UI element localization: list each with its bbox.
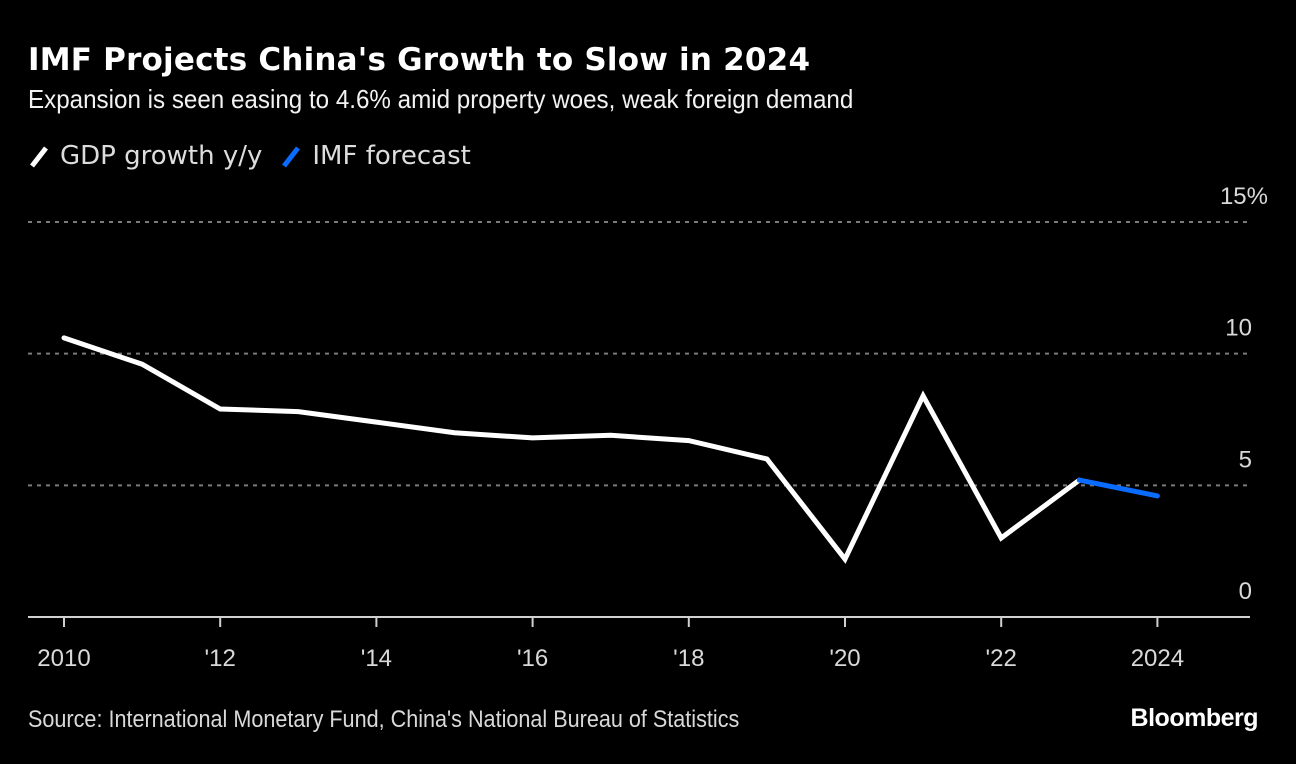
y-tick-label: 5 <box>1239 446 1252 473</box>
source-note: Source: International Monetary Fund, Chi… <box>28 706 740 733</box>
x-tick-label: 2010 <box>37 645 90 672</box>
y-tick-label: 15% <box>1220 183 1268 210</box>
x-tick-label: '18 <box>673 645 704 672</box>
x-tick-label: 2024 <box>1131 645 1184 672</box>
x-axis: 2010 '12 '14 '16 '18 '20 '22 2024 <box>28 616 1250 672</box>
bloomberg-logo: Bloomberg <box>1130 704 1259 732</box>
series-line-gdp-growth <box>61 335 1082 564</box>
chart-title: IMF Projects China's Growth to Slow in 2… <box>28 42 811 78</box>
legend: GDP growth y/y IMF forecast <box>28 140 489 172</box>
series-lines <box>61 335 1160 564</box>
gridlines <box>28 221 1250 487</box>
legend-label-gdp-growth: GDP growth y/y <box>60 141 263 171</box>
legend-item-imf-forecast: IMF forecast <box>280 140 471 172</box>
x-tick-label: '14 <box>361 645 392 672</box>
x-tick-label: '12 <box>205 645 236 672</box>
legend-swatch-imf-forecast-icon <box>282 146 301 168</box>
chart-subtitle: Expansion is seen easing to 4.6% amid pr… <box>28 84 854 114</box>
legend-item-gdp-growth: GDP growth y/y <box>28 140 262 172</box>
y-tick-label: 10 <box>1225 315 1252 342</box>
legend-label-imf-forecast: IMF forecast <box>312 141 471 171</box>
x-tick-label: '22 <box>986 645 1017 672</box>
series-line-imf-forecast <box>1076 477 1160 499</box>
x-tick-label: '16 <box>517 645 548 672</box>
x-tick-label: '20 <box>829 645 860 672</box>
legend-swatch-gdp-growth-icon <box>30 146 48 168</box>
y-axis-labels: 15% 10 5 0 <box>1220 183 1268 605</box>
y-tick-label: 0 <box>1239 578 1252 605</box>
